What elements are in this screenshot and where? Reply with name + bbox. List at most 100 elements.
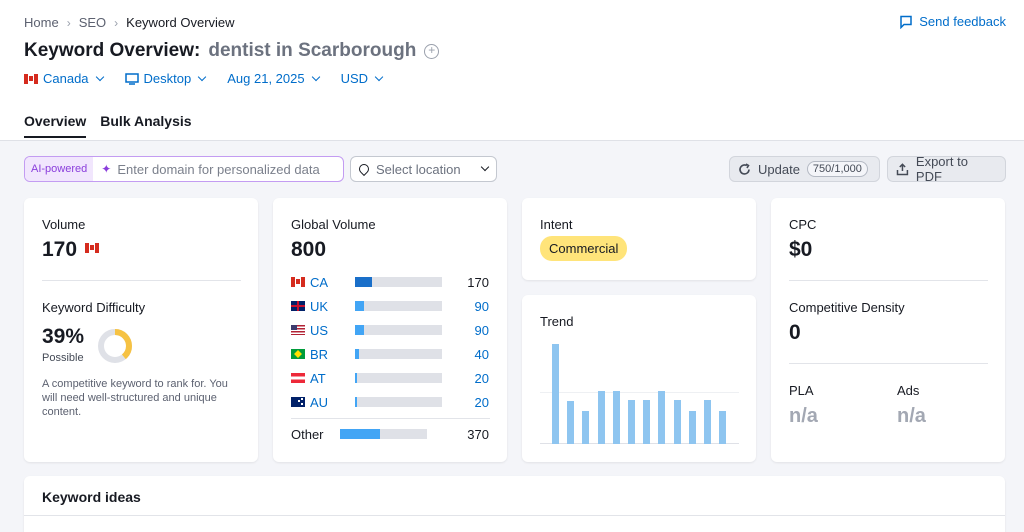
trend-bar[interactable]: [598, 391, 605, 444]
cpc-value: $0: [789, 238, 813, 261]
tab-bulk-analysis[interactable]: Bulk Analysis: [100, 113, 192, 129]
trend-bar[interactable]: [719, 411, 726, 444]
volume-label: Volume: [42, 217, 86, 232]
chat-icon: [900, 15, 913, 29]
country-row-at[interactable]: AT 20: [291, 370, 489, 386]
trend-bar[interactable]: [552, 344, 559, 444]
canada-flag-icon: [291, 277, 305, 287]
share-bar-track: [355, 397, 442, 407]
other-label: Other: [291, 426, 324, 442]
country-row-uk[interactable]: UK 90: [291, 298, 489, 314]
divider: [24, 515, 1005, 516]
share-bar-fill: [340, 429, 380, 439]
share-bar-track: [355, 277, 442, 287]
trend-baseline: [540, 443, 739, 444]
volume-number: 170: [42, 238, 78, 261]
trend-bar[interactable]: [582, 411, 589, 444]
pla-value: n/a: [789, 405, 818, 427]
domain-input[interactable]: [117, 161, 338, 177]
chevron-down-icon: [480, 162, 490, 172]
desktop-icon: [124, 72, 139, 85]
export-label: Export to PDF: [915, 154, 968, 184]
trend-bar[interactable]: [689, 411, 696, 444]
update-button[interactable]: Update 750/1,000: [729, 156, 880, 182]
trend-label: Trend: [540, 314, 574, 329]
canada-flag-icon: [24, 73, 38, 84]
country-row-br[interactable]: BR 40: [291, 346, 489, 362]
country-code: US: [310, 322, 329, 338]
page-title-text: Keyword Overview:: [24, 40, 201, 61]
country-volume: 20: [474, 394, 489, 410]
divider: [789, 363, 988, 364]
toolbar: AI-powered ✦ Select location Update 750/…: [24, 154, 1006, 184]
tab-bar: Overview Bulk Analysis: [24, 113, 192, 138]
intent-badge: Commercial: [540, 236, 628, 261]
country-code: CA: [310, 274, 329, 290]
trend-bar[interactable]: [628, 400, 635, 444]
volume-card: Volume 170 Keyword Difficulty 39% Possib…: [24, 198, 258, 462]
trend-bar[interactable]: [674, 400, 681, 444]
country-code: AT: [310, 370, 326, 386]
date-label: Aug 21, 2025: [227, 71, 305, 86]
share-bar-fill: [355, 277, 372, 287]
us-flag-icon: [291, 325, 305, 335]
ai-domain-box: AI-powered ✦: [24, 156, 344, 182]
australia-flag-icon: [291, 397, 305, 407]
cpc-card: CPC $0 Competitive Density 0 PLA n/a Ads…: [771, 198, 1005, 462]
trend-bar[interactable]: [704, 400, 711, 444]
keyword-difficulty-description: A competitive keyword to rank for. You w…: [42, 378, 228, 418]
keyword-difficulty-level: Possible: [42, 352, 84, 364]
send-feedback-label: Send feedback: [919, 14, 1006, 29]
chevron-right-icon: ›: [66, 15, 71, 30]
share-bar-fill: [355, 325, 364, 335]
share-bar-fill: [355, 373, 357, 383]
export-icon: [896, 162, 909, 175]
page-title: Keyword Overview: dentist in Scarborough…: [24, 40, 440, 62]
keyword-text: dentist in Scarborough: [208, 40, 417, 61]
trend-bar[interactable]: [643, 400, 650, 444]
country-label: Canada: [43, 71, 89, 86]
share-bar-track: [355, 373, 442, 383]
location-select[interactable]: Select location: [350, 156, 497, 182]
country-row-other: Other 370: [291, 426, 489, 442]
country-volume: 20: [474, 370, 489, 386]
cpc-label: CPC: [789, 217, 817, 232]
chevron-right-icon: ›: [114, 15, 119, 30]
chevron-down-icon: [311, 72, 320, 81]
send-feedback-link[interactable]: Send feedback: [899, 14, 1006, 29]
sparkle-icon: ✦: [101, 162, 112, 176]
ads-label: Ads: [897, 383, 920, 398]
other-volume: 370: [467, 426, 489, 442]
add-to-list-icon[interactable]: +: [424, 43, 440, 59]
breadcrumb-seo[interactable]: SEO: [78, 15, 107, 30]
date-dropdown[interactable]: Aug 21, 2025: [227, 71, 320, 86]
breadcrumb-home[interactable]: Home: [24, 15, 59, 30]
country-row-au[interactable]: AU 20: [291, 394, 489, 410]
country-volume: 90: [474, 298, 489, 314]
share-bar-track: [340, 429, 427, 439]
currency-dropdown[interactable]: USD: [341, 71, 384, 86]
keyword-difficulty-value: 39%: [42, 325, 85, 348]
device-dropdown[interactable]: Desktop: [124, 71, 207, 86]
trend-bar[interactable]: [567, 401, 574, 444]
country-code: BR: [310, 346, 329, 362]
export-pdf-button[interactable]: Export to PDF: [887, 154, 1006, 184]
intent-card: Intent Commercial: [522, 198, 756, 280]
tab-overview[interactable]: Overview: [24, 113, 87, 138]
ai-powered-badge: AI-powered: [25, 157, 94, 181]
trend-bar[interactable]: [658, 391, 665, 444]
update-label: Update: [758, 161, 800, 177]
volume-value: 170: [42, 238, 99, 262]
location-placeholder: Select location: [376, 161, 461, 177]
country-row-ca[interactable]: CA 170: [291, 274, 489, 290]
intent-label: Intent: [540, 217, 573, 232]
trend-bar[interactable]: [613, 391, 620, 444]
filters-bar: Canada Desktop Aug 21, 2025 USD: [24, 71, 384, 86]
global-volume-label: Global Volume: [291, 217, 376, 232]
country-row-us[interactable]: US 90: [291, 322, 489, 338]
brazil-flag-icon: [291, 349, 305, 359]
share-bar-fill: [355, 397, 357, 407]
competitive-density-label: Competitive Density: [789, 300, 905, 315]
country-dropdown[interactable]: Canada: [24, 71, 104, 86]
keyword-ideas-title: Keyword ideas: [42, 489, 141, 505]
